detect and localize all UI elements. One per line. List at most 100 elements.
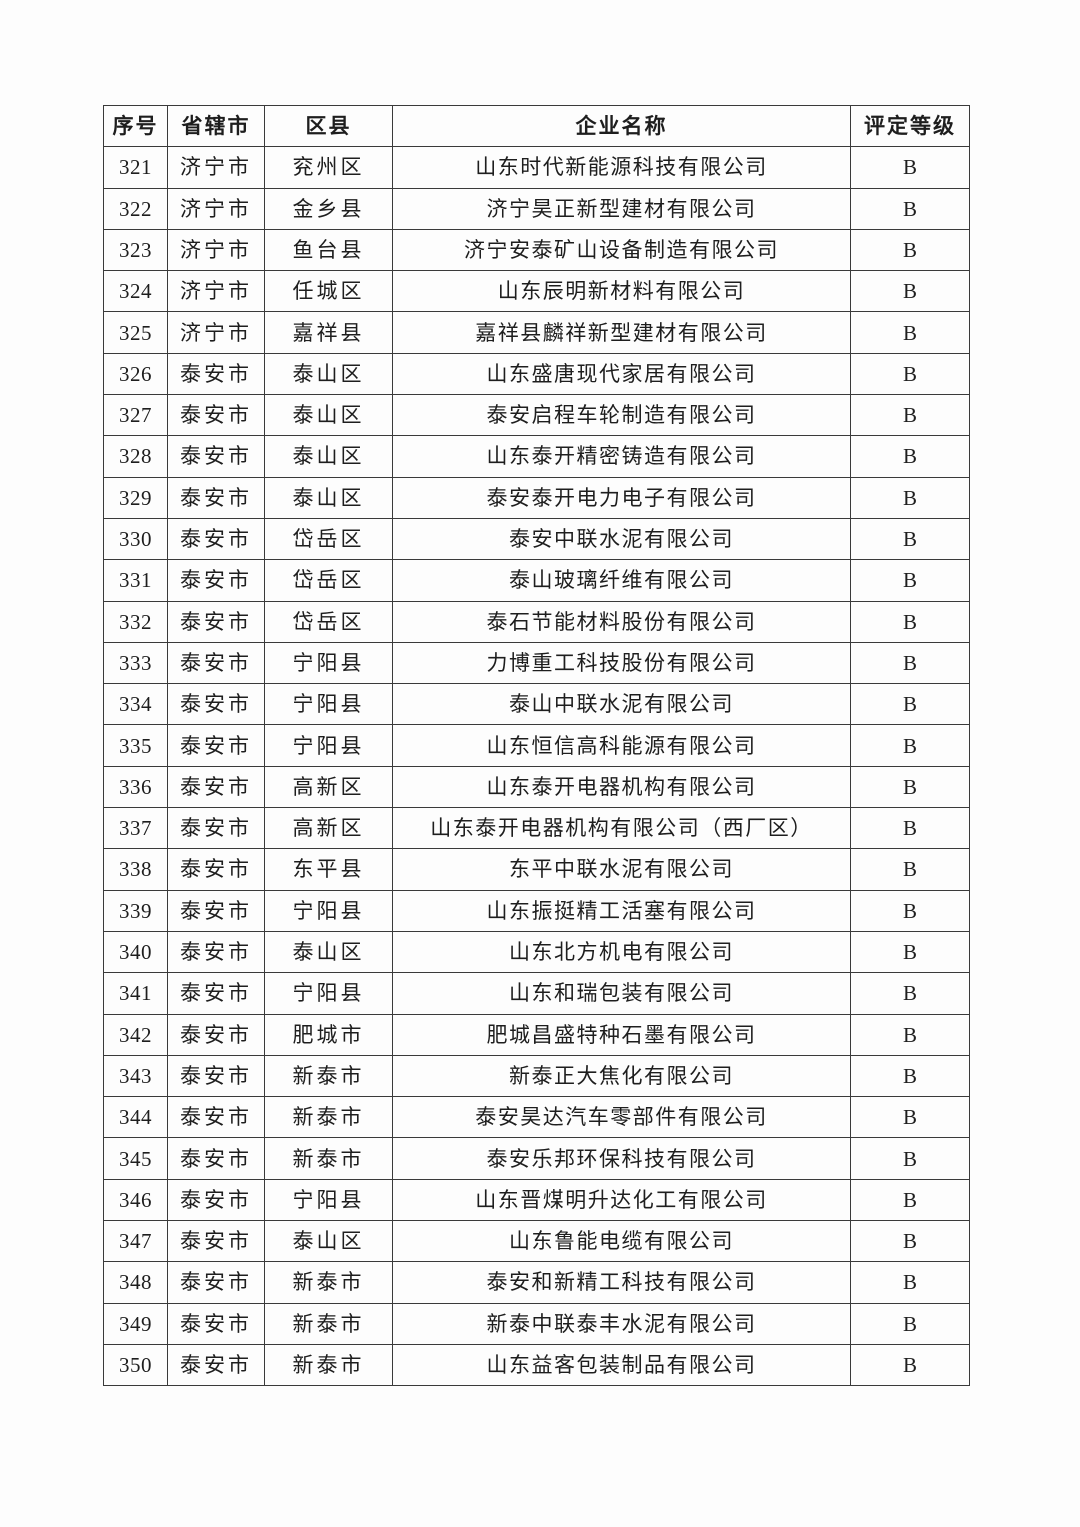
table-row: 336 泰安市 高新区 山东泰开电器机构有限公司 B bbox=[103, 765, 970, 809]
table-row: 333 泰安市 宁阳县 力博重工科技股份有限公司 B bbox=[103, 641, 970, 685]
table-row: 344 泰安市 新泰市 泰安昊达汽车零部件有限公司 B bbox=[103, 1096, 970, 1139]
cell-company: 山东益客包装制品有限公司 bbox=[392, 1343, 851, 1387]
table-row: 335 泰安市 宁阳县 山东恒信高科能源有限公司 B bbox=[103, 724, 970, 767]
cell-district: 宁阳县 bbox=[264, 683, 393, 726]
cell-city: 泰安市 bbox=[167, 807, 265, 850]
table-row: 325 济宁市 嘉祥县 嘉祥县麟祥新型建材有限公司 B bbox=[103, 311, 970, 354]
cell-grade: B bbox=[850, 972, 970, 1015]
cell-grade: B bbox=[850, 1261, 970, 1304]
table-row: 345 泰安市 新泰市 泰安乐邦环保科技有限公司 B bbox=[103, 1137, 970, 1180]
cell-city: 泰安市 bbox=[167, 352, 265, 396]
cell-district: 岱岳区 bbox=[264, 600, 393, 643]
header-city: 省辖市 bbox=[167, 104, 265, 148]
cell-serial: 337 bbox=[103, 807, 168, 850]
cell-city: 泰安市 bbox=[167, 559, 265, 602]
cell-company: 泰安泰开电力电子有限公司 bbox=[392, 476, 851, 519]
cell-serial: 329 bbox=[103, 476, 168, 519]
cell-district: 宁阳县 bbox=[264, 641, 393, 685]
cell-city: 济宁市 bbox=[167, 228, 265, 272]
table-row: 346 泰安市 宁阳县 山东晋煤明升达化工有限公司 B bbox=[103, 1178, 970, 1222]
cell-serial: 331 bbox=[103, 559, 168, 602]
cell-city: 泰安市 bbox=[167, 930, 265, 974]
cell-serial: 321 bbox=[103, 146, 168, 189]
cell-company: 泰山玻璃纤维有限公司 bbox=[392, 559, 851, 602]
cell-district: 新泰市 bbox=[264, 1054, 393, 1098]
cell-grade: B bbox=[850, 435, 970, 478]
cell-serial: 350 bbox=[103, 1343, 168, 1387]
cell-company: 新泰中联泰丰水泥有限公司 bbox=[392, 1302, 851, 1345]
cell-district: 岱岳区 bbox=[264, 517, 393, 561]
cell-serial: 327 bbox=[103, 394, 168, 437]
cell-serial: 340 bbox=[103, 930, 168, 974]
cell-district: 宁阳县 bbox=[264, 1178, 393, 1222]
cell-city: 泰安市 bbox=[167, 1302, 265, 1345]
cell-grade: B bbox=[850, 889, 970, 932]
cell-district: 高新区 bbox=[264, 765, 393, 809]
cell-city: 济宁市 bbox=[167, 187, 265, 230]
cell-district: 宁阳县 bbox=[264, 724, 393, 767]
cell-serial: 341 bbox=[103, 972, 168, 1015]
grade-table: 序号 省辖市 区县 企业名称 评定等级 321 济宁市 兖州区 山东时代新能源科技有限公司 B 3… bbox=[103, 104, 970, 1387]
cell-district: 新泰市 bbox=[264, 1343, 393, 1387]
table-row: 326 泰安市 泰山区 山东盛唐现代家居有限公司 B bbox=[103, 352, 970, 396]
cell-company: 山东盛唐现代家居有限公司 bbox=[392, 352, 851, 396]
cell-district: 兖州区 bbox=[264, 146, 393, 189]
cell-company: 山东晋煤明升达化工有限公司 bbox=[392, 1178, 851, 1222]
cell-city: 泰安市 bbox=[167, 1220, 265, 1263]
cell-city: 泰安市 bbox=[167, 1343, 265, 1387]
cell-company: 济宁安泰矿山设备制造有限公司 bbox=[392, 228, 851, 272]
table-row: 328 泰安市 泰山区 山东泰开精密铸造有限公司 B bbox=[103, 435, 970, 478]
header-district: 区县 bbox=[264, 104, 393, 148]
cell-district: 鱼台县 bbox=[264, 228, 393, 272]
cell-grade: B bbox=[850, 1220, 970, 1263]
cell-district: 泰山区 bbox=[264, 394, 393, 437]
table-row: 332 泰安市 岱岳区 泰石节能材料股份有限公司 B bbox=[103, 600, 970, 643]
table-row: 338 泰安市 东平县 东平中联水泥有限公司 B bbox=[103, 848, 970, 891]
cell-grade: B bbox=[850, 476, 970, 519]
cell-company: 肥城昌盛特种石墨有限公司 bbox=[392, 1013, 851, 1056]
cell-city: 泰安市 bbox=[167, 724, 265, 767]
cell-serial: 334 bbox=[103, 683, 168, 726]
table-row: 349 泰安市 新泰市 新泰中联泰丰水泥有限公司 B bbox=[103, 1302, 970, 1345]
cell-district: 新泰市 bbox=[264, 1302, 393, 1345]
table-row: 341 泰安市 宁阳县 山东和瑞包装有限公司 B bbox=[103, 972, 970, 1015]
cell-grade: B bbox=[850, 724, 970, 767]
cell-city: 泰安市 bbox=[167, 394, 265, 437]
table-row: 323 济宁市 鱼台县 济宁安泰矿山设备制造有限公司 B bbox=[103, 228, 970, 272]
cell-city: 济宁市 bbox=[167, 146, 265, 189]
cell-grade: B bbox=[850, 187, 970, 230]
cell-grade: B bbox=[850, 807, 970, 850]
cell-city: 济宁市 bbox=[167, 311, 265, 354]
cell-serial: 346 bbox=[103, 1178, 168, 1222]
cell-district: 新泰市 bbox=[264, 1096, 393, 1139]
cell-serial: 323 bbox=[103, 228, 168, 272]
cell-grade: B bbox=[850, 600, 970, 643]
cell-grade: B bbox=[850, 930, 970, 974]
cell-city: 泰安市 bbox=[167, 848, 265, 891]
cell-grade: B bbox=[850, 394, 970, 437]
cell-company: 泰石节能材料股份有限公司 bbox=[392, 600, 851, 643]
cell-company: 山东泰开电器机构有限公司 bbox=[392, 765, 851, 809]
cell-city: 泰安市 bbox=[167, 683, 265, 726]
cell-grade: B bbox=[850, 1054, 970, 1098]
cell-company: 山东北方机电有限公司 bbox=[392, 930, 851, 974]
cell-serial: 333 bbox=[103, 641, 168, 685]
table-row: 322 济宁市 金乡县 济宁昊正新型建材有限公司 B bbox=[103, 187, 970, 230]
cell-grade: B bbox=[850, 1137, 970, 1180]
cell-city: 泰安市 bbox=[167, 1054, 265, 1098]
cell-district: 宁阳县 bbox=[264, 972, 393, 1015]
cell-grade: B bbox=[850, 228, 970, 272]
table-row: 339 泰安市 宁阳县 山东振挺精工活塞有限公司 B bbox=[103, 889, 970, 932]
table-row: 337 泰安市 高新区 山东泰开电器机构有限公司（西厂区） B bbox=[103, 807, 970, 850]
cell-grade: B bbox=[850, 641, 970, 685]
cell-city: 泰安市 bbox=[167, 435, 265, 478]
cell-grade: B bbox=[850, 517, 970, 561]
cell-city: 泰安市 bbox=[167, 1261, 265, 1304]
header-company: 企业名称 bbox=[392, 104, 851, 148]
table-row: 340 泰安市 泰山区 山东北方机电有限公司 B bbox=[103, 930, 970, 974]
cell-grade: B bbox=[850, 765, 970, 809]
cell-district: 任城区 bbox=[264, 270, 393, 313]
table-row: 329 泰安市 泰山区 泰安泰开电力电子有限公司 B bbox=[103, 476, 970, 519]
cell-company: 山东时代新能源科技有限公司 bbox=[392, 146, 851, 189]
